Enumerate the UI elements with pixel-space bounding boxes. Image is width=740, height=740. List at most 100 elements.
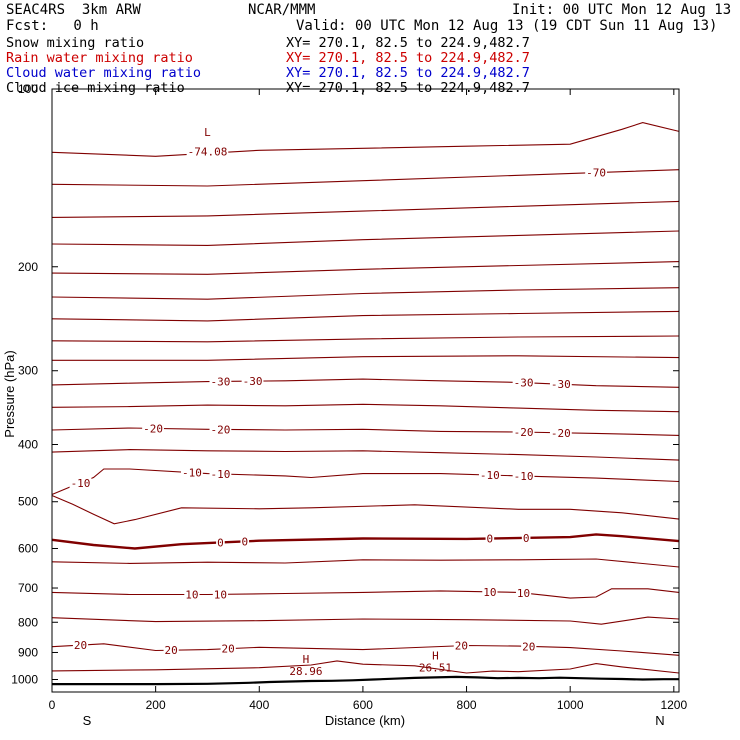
contour-label: 10 xyxy=(214,588,227,601)
contour-0 xyxy=(51,533,680,550)
y-tick-label: 400 xyxy=(18,438,38,452)
contour-label: -10 xyxy=(182,467,202,480)
y-tick-label: 600 xyxy=(18,541,38,555)
contour-label: 20 xyxy=(522,640,535,653)
north-label: N xyxy=(655,713,664,728)
contour-label: 0 xyxy=(487,533,494,546)
contour--40 xyxy=(51,335,680,343)
contour-label: 20 xyxy=(222,643,235,656)
contour-20 xyxy=(51,643,680,656)
contour-label-bg xyxy=(184,588,200,601)
contour--15 xyxy=(51,449,680,461)
contour-label: -10 xyxy=(71,477,91,490)
contour-5 xyxy=(51,558,680,568)
contour-label: -30 xyxy=(514,377,534,390)
contour--10 xyxy=(51,468,680,496)
contour-labels: -30 -30 -30 -30 -20 -20 -20 -20 -10 -10 -10 -10 -10 0… xyxy=(69,126,607,678)
contour-label-bg xyxy=(515,586,532,599)
contour-label-bg xyxy=(521,531,531,544)
y-tick-label: 300 xyxy=(18,364,38,378)
contour-label-bg xyxy=(549,378,572,391)
field-xy-cloud-water: XY= 270.1, 82.5 to 224.9,482.7 xyxy=(286,65,530,81)
contour-label-bg xyxy=(69,476,92,489)
contour--55 xyxy=(51,261,680,275)
field-xy-cloud-ice: XY= 270.1, 82.5 to 224.9,482.7 xyxy=(286,80,530,96)
contour-lines xyxy=(51,122,680,674)
contour-label-bg xyxy=(512,376,535,389)
contour--45 xyxy=(51,310,680,322)
contour-label: -20 xyxy=(210,423,230,436)
contour-label-bg xyxy=(241,375,264,388)
contour-label-bg xyxy=(453,639,469,652)
x-axis-title: Distance (km) xyxy=(325,713,405,728)
contour-label-bg xyxy=(220,642,236,655)
x-tick-label: 600 xyxy=(353,698,373,712)
contour--25 xyxy=(51,403,680,413)
axes: 0 200 400 600 800 1000 12001002003004005006007… xyxy=(11,82,687,712)
y-tick-label: 100 xyxy=(18,82,38,96)
contour-label-bg xyxy=(549,426,572,439)
contour-label-bg xyxy=(209,467,232,480)
contour--50 xyxy=(51,287,680,300)
contour-label: 0 xyxy=(217,536,224,549)
contour--74 xyxy=(51,122,680,157)
y-tick-label: 700 xyxy=(18,581,38,595)
contour-label: 10 xyxy=(517,587,530,600)
contour-label: 0 xyxy=(523,532,530,545)
x-tick-label: 1200 xyxy=(660,698,687,712)
contour-label-bg xyxy=(163,644,179,657)
contour-label: 0 xyxy=(241,535,248,548)
contour-label: -20 xyxy=(551,427,571,440)
y-tick-label: 900 xyxy=(18,645,38,659)
contour-label: 10 xyxy=(483,586,496,599)
contour-label: 20 xyxy=(74,639,87,652)
extremum-marker: H xyxy=(303,653,310,666)
plot-frame xyxy=(51,88,680,693)
contour-label: -20 xyxy=(143,422,163,435)
org-title: NCAR/MMM xyxy=(248,2,316,18)
contour-label-bg xyxy=(521,640,537,653)
contour--30 xyxy=(51,378,680,388)
contour-label-bg xyxy=(485,532,495,545)
field-label-cloud-ice: Cloud ice mixing ratio xyxy=(6,80,185,96)
extremum-value: 28.96 xyxy=(289,665,322,678)
field-label-snow: Snow mixing ratio xyxy=(6,35,145,51)
contour-label: -70 xyxy=(586,167,606,180)
x-tick-label: 1000 xyxy=(557,698,584,712)
contour-label-bg xyxy=(478,469,501,482)
init-time: Init: 00 UTC Mon 12 Aug 13 xyxy=(512,2,732,18)
contour-label-bg xyxy=(240,535,250,548)
extremum-marker: H xyxy=(432,649,439,662)
y-tick-label: 1000 xyxy=(11,672,38,686)
min-marker: L xyxy=(204,126,211,139)
contour-label: 20 xyxy=(455,640,468,653)
contour--5 xyxy=(51,494,680,525)
field-label-cloud-water: Cloud water mixing ratio xyxy=(6,65,202,81)
contour-15 xyxy=(51,616,680,625)
contour-label-bg xyxy=(585,166,607,179)
contour--65 xyxy=(51,200,680,218)
field-xy-snow: XY= 270.1, 82.5 to 224.9,482.7 xyxy=(286,35,530,51)
contour-label-bg xyxy=(209,375,232,388)
y-tick-label: 800 xyxy=(18,615,38,629)
contour-label-bg xyxy=(512,426,535,439)
terrain-line xyxy=(52,675,679,686)
contour-label: -10 xyxy=(210,468,230,481)
contour-label: 10 xyxy=(185,589,198,602)
contour-10 xyxy=(51,588,680,599)
x-tick-label: 200 xyxy=(146,698,166,712)
model-title: SEAC4RS 3km ARW xyxy=(6,2,141,18)
contour--35 xyxy=(52,355,680,361)
contour-label-bg xyxy=(212,588,229,601)
contour-label-bg xyxy=(512,470,535,483)
valid-time: Valid: 00 UTC Mon 12 Aug 13 (19 CDT Sun … xyxy=(296,18,718,34)
y-axis-title: Pressure (hPa) xyxy=(2,350,17,437)
contour-label: -10 xyxy=(480,469,500,482)
forecast-hour: Fcst: 0 h xyxy=(6,18,99,34)
contour-label-bg xyxy=(209,423,232,436)
extremum-value: 26.51 xyxy=(419,661,452,674)
field-xy-rain: XY= 270.1, 82.5 to 224.9,482.7 xyxy=(286,50,530,66)
min-value-label: -74.08 xyxy=(188,145,228,158)
y-tick-label: 500 xyxy=(18,495,38,509)
